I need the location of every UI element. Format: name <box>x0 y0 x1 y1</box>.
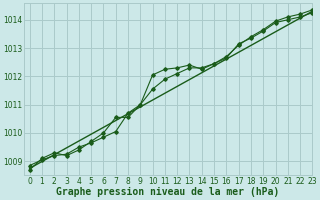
X-axis label: Graphe pression niveau de la mer (hPa): Graphe pression niveau de la mer (hPa) <box>56 187 280 197</box>
